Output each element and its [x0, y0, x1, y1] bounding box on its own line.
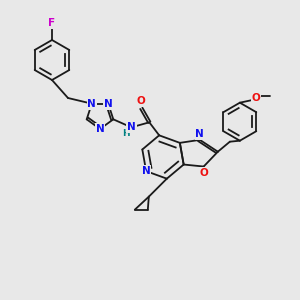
Text: N: N: [104, 99, 112, 109]
Text: N: N: [87, 99, 96, 109]
Text: H: H: [122, 129, 130, 138]
Text: N: N: [196, 129, 204, 139]
Text: O: O: [199, 167, 208, 178]
Text: O: O: [251, 93, 260, 103]
Text: N: N: [96, 124, 104, 134]
Text: N: N: [127, 122, 136, 132]
Text: N: N: [142, 166, 151, 176]
Text: O: O: [137, 96, 146, 106]
Text: F: F: [48, 18, 56, 28]
